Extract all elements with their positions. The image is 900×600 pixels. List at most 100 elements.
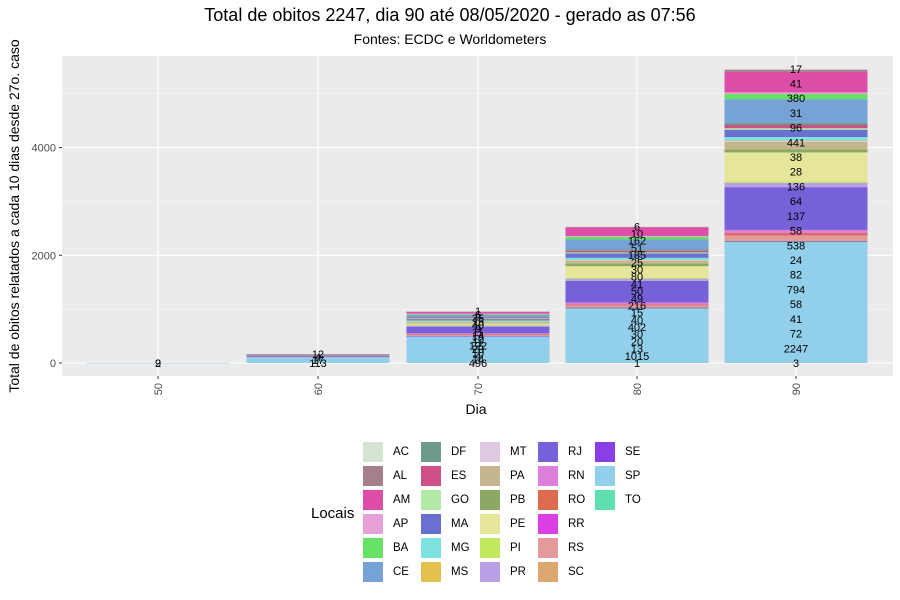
bar-value-label: 113 [309, 358, 327, 370]
bar-segment-df-80 [565, 249, 709, 251]
x-tick-label: 70 [473, 383, 485, 395]
bar-segment-rn-90 [724, 229, 868, 234]
bar-value-label: 49 [631, 293, 643, 305]
bar-segment-al-90 [724, 69, 868, 72]
bar-value-label: 13 [631, 344, 643, 356]
bar-value-label: 20 [472, 344, 484, 356]
bar-segment-ac-90 [724, 68, 868, 70]
y-tick-label: 4000 [32, 143, 56, 155]
bar-value-label: 96 [790, 123, 802, 135]
bar-segment-pr-70 [406, 325, 550, 327]
bar-segment-ma-70 [406, 319, 550, 321]
bar-value-label: 41 [790, 314, 802, 326]
bar-value-label: 794 [787, 284, 805, 296]
bar-segment-am-80 [565, 227, 709, 236]
bar-segment-ro-90 [724, 233, 868, 236]
bar-segment-es-80 [565, 250, 709, 253]
bar-segment-se-70 [406, 336, 550, 337]
bar-segment-es-70 [406, 317, 550, 319]
bar-segment-se-80 [565, 307, 709, 309]
bar-segment-sp-70 [406, 336, 550, 363]
bar-value-label: 41 [790, 78, 802, 90]
bar-segment-sp-90 [724, 241, 868, 363]
bar-value-label: 1 [475, 306, 481, 318]
bar-segment-pb-70 [406, 322, 550, 324]
bar-value-label: 2247 [784, 343, 808, 355]
bar-segment-ce-90 [724, 99, 868, 123]
bar-segment-rr-80 [565, 304, 709, 306]
bar-value-label: 41 [631, 279, 643, 291]
bar-value-label: 1 [634, 358, 640, 370]
bar-value-label: 50 [631, 286, 643, 298]
bar-segment-pb-90 [724, 149, 868, 153]
bar-segment-pe-80 [565, 266, 709, 278]
bar-segment-ms-70 [406, 321, 550, 322]
y-tick-label: 0 [50, 358, 56, 370]
bar-value-label: 17 [312, 355, 324, 367]
bar-segment-rn-80 [565, 302, 709, 305]
x-tick-label: 50 [153, 383, 165, 395]
bar-segment-ce-70 [406, 314, 550, 317]
bar-segment-ro-80 [565, 304, 709, 305]
bar-segment-rj-80 [565, 280, 709, 303]
bar-value-label: 64 [790, 196, 802, 208]
bar-segment-am-90 [724, 71, 868, 93]
legend-title: Locais [311, 505, 355, 522]
bar-segment-pr-80 [565, 278, 709, 281]
x-tick-label: 80 [632, 383, 644, 395]
bar-value-label: 162 [628, 236, 646, 248]
bar-value-label: 12 [312, 349, 324, 361]
bar-segment-df-90 [724, 122, 868, 125]
bar-segment-ce-80 [565, 239, 709, 250]
bar-value-label: 4 [475, 351, 481, 363]
bar-value-label: 441 [787, 137, 805, 149]
bar-value-label: 1015 [625, 351, 649, 363]
bar-value-label: 17 [790, 64, 802, 76]
bar-value-label: 6 [634, 221, 640, 233]
bar-segment-go-70 [406, 318, 550, 320]
bar-segment-go-80 [565, 252, 709, 254]
bar-value-label: 185 [628, 250, 646, 262]
bar-value-label: 9 [155, 358, 161, 370]
bar-value-label: 25 [631, 257, 643, 269]
bar-segment-mg-70 [406, 320, 550, 322]
bar-segment-go-90 [724, 128, 868, 130]
bar-value-label: 72 [790, 329, 802, 341]
bar-segment-ms-80 [565, 260, 709, 261]
bar-value-label: 51 [631, 243, 643, 255]
bar-segment-ma-90 [724, 129, 868, 138]
bar-value-label: 14 [472, 330, 484, 342]
bar-segment-ma-80 [565, 253, 709, 258]
bar-segment-rr-90 [724, 235, 868, 236]
bar-value-label: 30 [631, 329, 643, 341]
bar-value-label: 38 [790, 152, 802, 164]
bar-segment-rn-70 [406, 333, 550, 335]
bar-value-label: 380 [787, 93, 805, 105]
bar-segment-sc-70 [406, 335, 550, 337]
bar-value-label: 538 [787, 240, 805, 252]
bar-value-label: 35 [472, 313, 484, 325]
bar-value-label: 122 [469, 341, 487, 353]
bar-segment-am-60 [246, 354, 390, 355]
bar-segment-ap-70 [406, 313, 550, 315]
x-axis-label: Dia [465, 401, 486, 417]
bar-segment-rs-70 [406, 334, 550, 336]
y-tick-label: 2000 [32, 250, 56, 262]
bar-value-label: 2 [155, 358, 161, 370]
bar-value-label: 10 [472, 334, 484, 346]
bar-segment-pr-90 [724, 182, 868, 188]
bar-segment-rj-60 [246, 355, 390, 357]
bar-segment-ba-80 [565, 236, 709, 240]
bar-segment-ap-80 [565, 235, 709, 237]
bar-value-label: 10 [472, 348, 484, 360]
bar-segment-ms-90 [724, 140, 868, 142]
bar-segment-pa-90 [724, 141, 868, 150]
bar-segment-ro-70 [406, 334, 550, 335]
bar-segment-to-80 [565, 308, 709, 309]
bar-segment-rs-90 [724, 235, 868, 240]
bar-segment-ac-80 [565, 226, 709, 227]
chart-title: Total de obitos 2247, dia 90 até 08/05/2… [204, 5, 696, 25]
bar-value-label: 11 [472, 337, 483, 349]
bar-value-label: 30 [631, 265, 643, 277]
